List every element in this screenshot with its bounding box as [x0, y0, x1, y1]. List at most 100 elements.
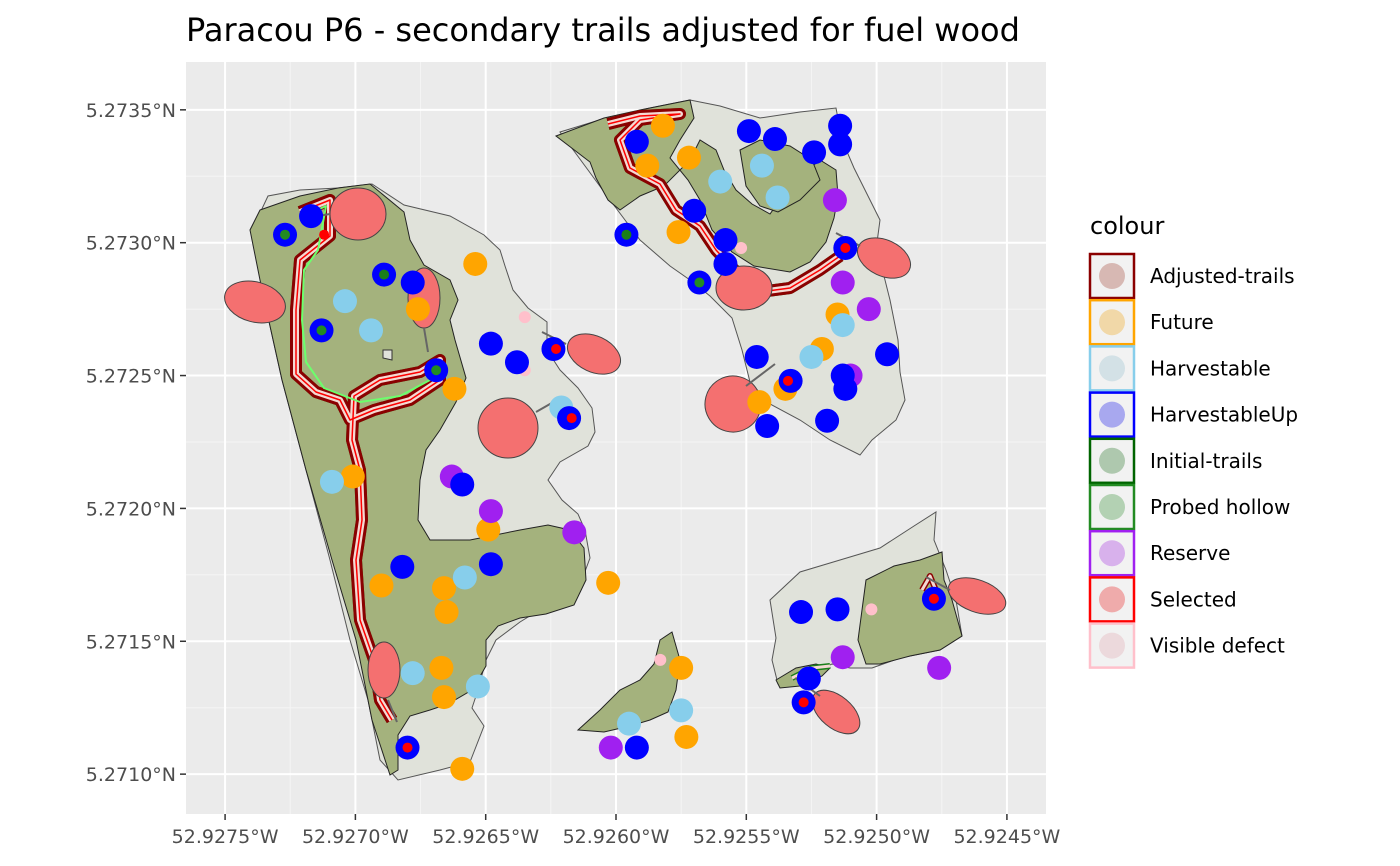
- point-reserve: [856, 297, 881, 322]
- y-tick-label: 5.2735°N: [86, 100, 176, 122]
- point-harvestableup: [736, 119, 761, 144]
- y-tick-label: 5.2715°N: [86, 631, 176, 653]
- point-harvestable: [669, 698, 694, 723]
- point-harvestableup: [504, 350, 529, 375]
- point-future: [676, 145, 701, 170]
- legend-item: HarvestableUp: [1088, 391, 1298, 438]
- point-harvestableup: [713, 228, 738, 253]
- point-probed-hollow: [694, 277, 705, 288]
- point-probed-hollow: [431, 365, 442, 376]
- point-harvestable: [452, 565, 477, 590]
- x-tick-label: 52.9265°W: [432, 826, 539, 848]
- crown-link: [745, 363, 776, 387]
- point-future: [442, 376, 467, 401]
- point-future: [429, 655, 454, 680]
- legend-label: Probed hollow: [1150, 495, 1290, 519]
- tree-crown: [567, 333, 621, 375]
- point-reserve: [927, 655, 952, 680]
- tree-crown: [224, 280, 286, 324]
- point-future: [432, 576, 456, 601]
- legend-item: Selected: [1088, 576, 1237, 623]
- legend: colour Adjusted-trails Future Harvestable H…: [1088, 212, 1298, 669]
- legend-label: Harvestable: [1150, 356, 1271, 380]
- legend-key-dot: [1099, 355, 1125, 382]
- legend-key-dot: [1099, 401, 1125, 428]
- legend-key-dot: [1099, 447, 1125, 474]
- point-probed-hollow: [316, 325, 327, 336]
- point-future: [669, 655, 694, 680]
- point-future: [432, 685, 456, 710]
- point-future: [650, 113, 675, 138]
- point-harvestable: [799, 344, 824, 369]
- tree-crown: [811, 689, 861, 735]
- legend-label: Visible defect: [1150, 634, 1285, 658]
- point-harvestableup: [875, 342, 900, 367]
- point-reserve: [598, 735, 623, 760]
- point-harvestableup: [828, 132, 853, 157]
- point-visible-defect: [518, 311, 531, 324]
- legend-item: Harvestable: [1088, 345, 1271, 392]
- x-tick-label: 52.9255°W: [693, 826, 800, 848]
- legend-label: Reserve: [1150, 541, 1230, 565]
- y-tick-label: 5.2730°N: [86, 233, 176, 255]
- legend-item: Initial-trails: [1088, 437, 1262, 485]
- point-harvestableup: [744, 344, 769, 369]
- crown-link: [423, 327, 429, 353]
- tree-crown: [715, 265, 773, 311]
- point-reserve: [830, 645, 855, 670]
- point-reserve: [562, 520, 587, 545]
- legend-label: Initial-trails: [1150, 449, 1262, 473]
- point-harvestableup: [624, 735, 649, 760]
- crown-link: [925, 576, 951, 591]
- point-harvestableup: [802, 140, 827, 165]
- point-visible-defect: [865, 603, 878, 616]
- legend-key-dot: [1099, 494, 1125, 520]
- point-future: [450, 756, 475, 781]
- tree-crown: [367, 641, 401, 699]
- legend-key-dot: [1099, 540, 1125, 567]
- point-probed-hollow: [280, 229, 291, 240]
- point-harvestableup: [624, 129, 649, 154]
- point-future: [434, 600, 459, 625]
- trail-probed-west: [301, 205, 431, 403]
- plot-panel: [186, 62, 1046, 814]
- point-future: [674, 724, 699, 749]
- legend-key-dot: [1099, 263, 1125, 289]
- legend-label: Adjusted-trails: [1150, 264, 1295, 288]
- point-future: [463, 251, 488, 276]
- point-harvestable: [830, 313, 855, 338]
- point-selected: [928, 593, 939, 604]
- point-harvestableup: [299, 204, 324, 229]
- legend-item: Adjusted-trails: [1088, 252, 1295, 300]
- point-harvestableup: [713, 251, 738, 276]
- plot-hole: [382, 349, 393, 361]
- point-harvestableup: [755, 414, 780, 439]
- point-harvestableup: [682, 198, 707, 223]
- point-harvestable: [359, 318, 384, 343]
- point-harvestable: [400, 661, 425, 686]
- point-future: [405, 297, 430, 322]
- legend-label: HarvestableUp: [1150, 403, 1298, 427]
- point-reserve: [822, 188, 847, 213]
- legend-item: Probed hollow: [1088, 483, 1290, 531]
- legend-label: Future: [1150, 310, 1214, 334]
- plot-area-west-harvest: [249, 183, 587, 776]
- point-future: [476, 517, 501, 542]
- legend-item: Reserve: [1088, 529, 1230, 577]
- legend-key-dot: [1099, 309, 1125, 336]
- point-initial-trails: [379, 269, 390, 280]
- point-harvestableup: [400, 270, 425, 295]
- point-harvestableup: [825, 597, 850, 622]
- point-selected: [783, 375, 793, 386]
- point-harvestable: [319, 469, 344, 494]
- point-harvestableup: [815, 408, 840, 433]
- point-selected: [551, 343, 562, 354]
- point-harvestableup: [390, 554, 415, 579]
- x-tick-label: 52.9260°W: [563, 826, 670, 848]
- point-future: [635, 153, 660, 178]
- legend-label: Selected: [1150, 587, 1237, 611]
- tree-crown: [329, 187, 387, 241]
- x-tick-label: 52.9275°W: [172, 826, 279, 848]
- point-selected: [798, 697, 809, 708]
